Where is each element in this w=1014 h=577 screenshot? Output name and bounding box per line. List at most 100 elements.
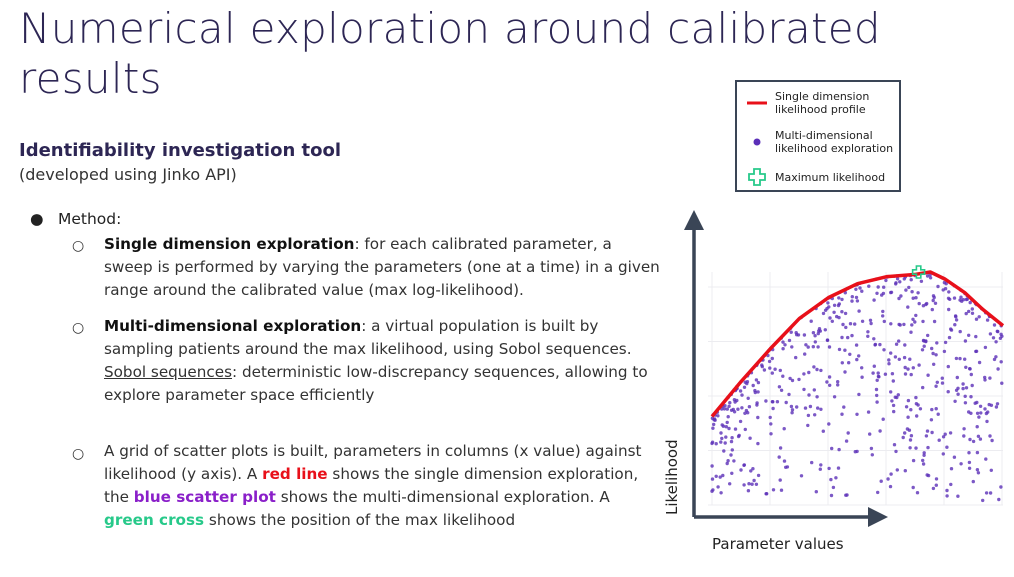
item-text: A grid of scatter plots is built, parame… [104,442,642,483]
scatter-point [818,467,822,471]
scatter-point [917,301,921,306]
scatter-point [716,414,720,418]
scatter-point [867,284,871,288]
scatter-point [755,401,759,405]
scatter-point [961,386,965,391]
scatter-point [985,419,989,424]
red-line-icon [743,100,771,106]
scatter-point [964,297,969,302]
scatter-point [840,335,844,340]
scatter-point [886,477,890,481]
scatter-point [808,404,813,409]
scatter-point [783,343,787,347]
scatter-point [949,467,954,471]
scatter-point [878,429,882,433]
scatter-point [771,488,776,492]
scatter-point [968,437,972,442]
bullet-circle-icon: ○ [72,320,85,336]
scatter-point [909,408,913,412]
scatter-point [823,308,828,312]
scatter-point [952,296,957,300]
scatter-point [749,469,753,473]
scatter-point [844,493,848,497]
scatter-point [943,340,948,345]
scatter-point [893,395,897,399]
scatter-point [988,376,992,380]
scatter-point [976,471,981,475]
scatter-point [872,298,876,302]
scatter-point [935,380,939,384]
bullet-circle-icon: ○ [72,238,85,254]
scatter-point [743,427,747,432]
scatter-point [736,407,740,411]
scatter-point [930,346,934,351]
x-axis-arrow-icon [868,507,888,527]
scatter-point [857,309,861,313]
scatter-point [870,453,874,457]
scatter-point [836,303,841,308]
scatter-point [819,463,823,467]
scatter-point [975,468,980,472]
scatter-point [869,446,874,451]
scatter-point [922,453,926,457]
scatter-point [814,490,818,494]
scatter-point [782,459,787,463]
legend-item: Maximum likelihood [743,168,905,186]
scatter-point [891,379,895,383]
scatter-point [883,372,888,376]
scatter-point [733,427,738,431]
scatter-point [781,374,785,378]
scatter-point [908,438,913,442]
scatter-point [723,441,727,445]
scatter-point [816,406,820,410]
scatter-point [994,405,999,409]
scatter-point [932,362,936,366]
scatter-point [948,431,953,435]
scatter-point [963,339,968,343]
scatter-point [787,338,792,343]
scatter-point [858,286,862,290]
scatter-point [897,357,901,361]
legend-label: Maximum likelihood [775,170,886,184]
scatter-point [846,335,850,340]
scatter-point [729,408,734,412]
scatter-point [850,333,854,338]
scatter-point [975,450,980,455]
scatter-point [860,375,864,379]
scatter-point [806,423,810,428]
scatter-point [876,374,881,379]
scatter-point [902,322,906,327]
scatter-point [881,417,885,421]
scatter-point [947,307,951,312]
scatter-point [807,370,811,375]
section-subnote: (developed using Jinko API) [19,165,237,184]
scatter-point [727,404,731,408]
item-text: shows the position of the max likelihood [204,511,516,529]
scatter-point [984,457,988,461]
scatter-point [924,434,929,438]
scatter-point [988,434,992,438]
scatter-point [782,427,786,431]
scatter-point [959,462,963,466]
scatter-point [779,388,784,392]
scatter-point [727,426,731,431]
scatter-point [970,311,975,315]
scatter-point [994,340,998,344]
method-label: Method: [58,210,122,228]
item-text: shows the single dimension exploration, … [104,465,639,506]
scatter-point [746,489,751,493]
scatter-point [768,415,772,420]
scatter-point [827,422,831,426]
scatter-point [954,356,959,361]
scatter-point [730,436,734,440]
scatter-point [815,395,819,399]
scatter-point [929,418,934,422]
scatter-point [866,410,871,414]
scatter-point [946,364,950,369]
scatter-point [914,446,918,450]
scatter-point [843,311,848,316]
bullet-dot-icon: ● [30,210,44,228]
scatter-point [983,378,987,382]
scatter-point [903,372,908,376]
scatter-point [844,325,848,330]
